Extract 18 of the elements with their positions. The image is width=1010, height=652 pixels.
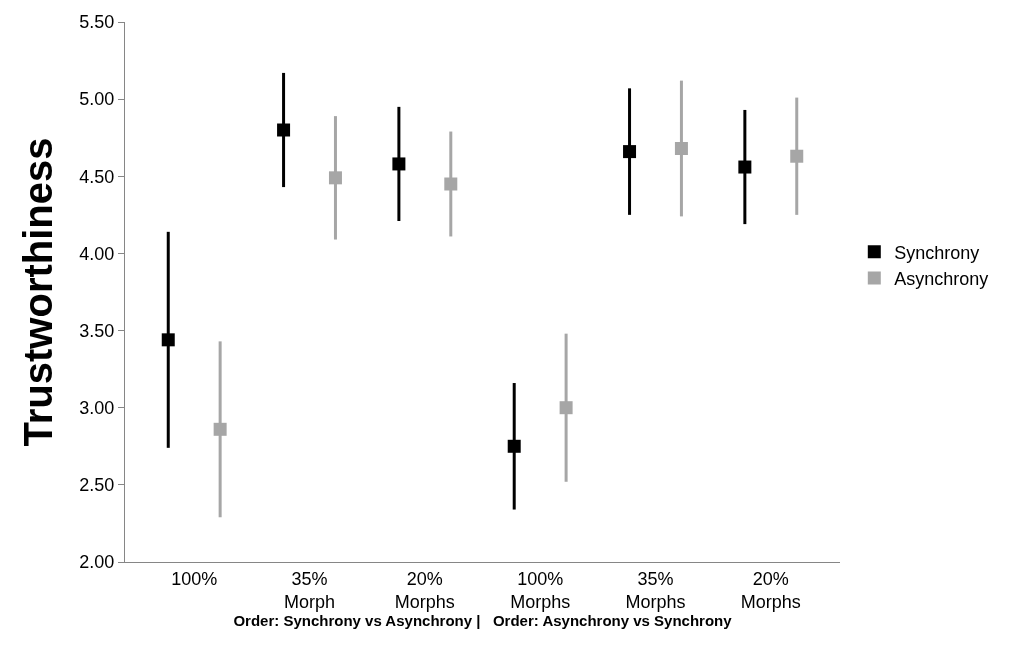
x-tick-label: 20% Morphs [394,568,455,612]
y-tick-label: 4.50 [79,166,115,187]
y-tick-label: 4.00 [79,243,115,264]
y-tick-label: 5.50 [79,12,115,33]
x-tick-label: 35% Morph [284,568,336,612]
y-tick-label: 3.50 [79,320,115,341]
y-tick-label: 5.00 [79,89,115,110]
y-tick-label: 3.00 [79,398,115,419]
legend-label: Asynchrony [894,269,989,290]
x-axis-title: Order: Synchrony vs Asynchrony | Order: Asynchrony vs Synchrony [233,612,733,629]
legend-label: Synchrony [894,242,980,263]
y-tick-label: 2.50 [79,475,115,496]
x-tick-label: 100% [171,568,218,589]
x-tick-label: 100% Morphs [510,568,571,612]
x-tick-label: 20% Morphs [740,568,801,612]
y-axis-title: Trustworthiness [15,137,60,447]
x-tick-label: 35% Morphs [625,568,686,612]
y-tick-label: 2.00 [79,552,115,573]
